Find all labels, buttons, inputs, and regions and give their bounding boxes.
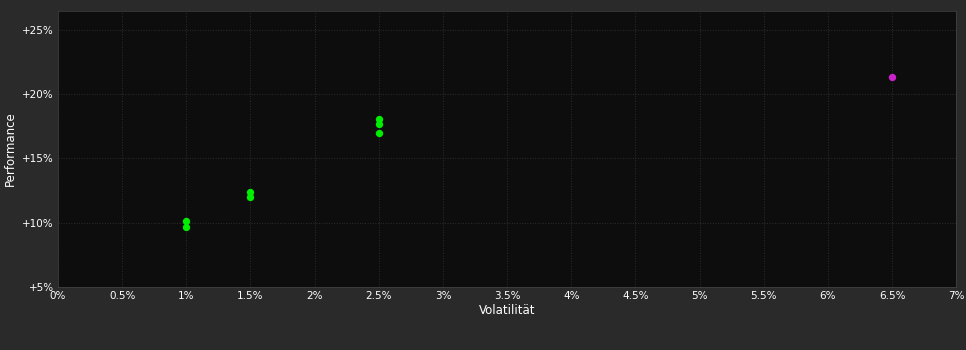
X-axis label: Volatilität: Volatilität	[479, 304, 535, 317]
Point	[179, 224, 194, 229]
Point	[885, 75, 900, 80]
Point	[179, 219, 194, 224]
Point	[242, 194, 258, 200]
Point	[371, 121, 386, 126]
Point	[371, 130, 386, 135]
Y-axis label: Performance: Performance	[4, 111, 16, 186]
Point	[242, 189, 258, 195]
Point	[371, 116, 386, 121]
